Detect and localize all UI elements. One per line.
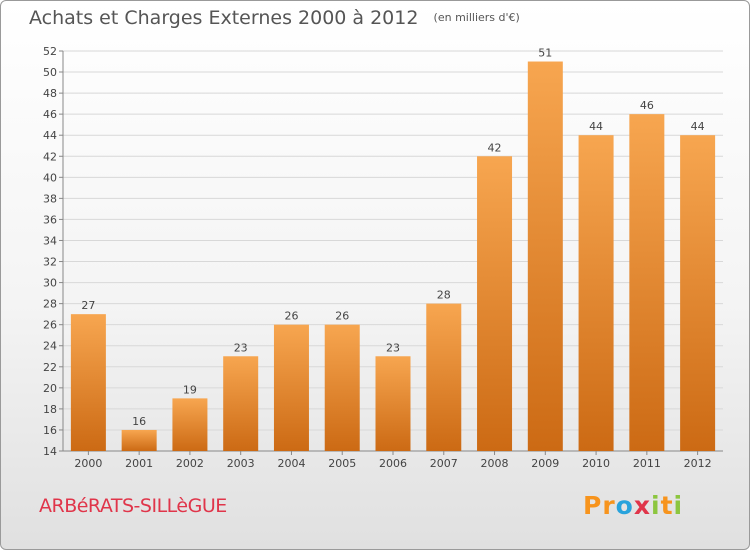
bar <box>426 303 462 451</box>
y-tick-label: 26 <box>43 319 57 332</box>
bar <box>578 135 614 452</box>
chart-title: Achats et Charges Externes 2000 à 2012 (… <box>29 7 520 29</box>
logo-letter: i <box>651 491 661 520</box>
y-tick-label: 38 <box>43 192 57 205</box>
x-tick-label: 2003 <box>227 457 255 470</box>
logo-letter: o <box>615 491 634 520</box>
logo-letter: i <box>673 491 684 520</box>
y-tick-label: 36 <box>43 213 57 226</box>
data-label: 26 <box>335 310 349 323</box>
data-label: 16 <box>132 415 146 428</box>
bar <box>121 429 157 451</box>
data-label: 26 <box>284 310 298 323</box>
y-tick-label: 52 <box>43 45 57 58</box>
y-tick-label: 42 <box>43 150 57 163</box>
x-tick-label: 2006 <box>379 457 407 470</box>
chart-title-main: Achats et Charges Externes 2000 à 2012 <box>29 7 419 29</box>
commune-name: ARBéRATS-SILLèGUE <box>39 495 227 517</box>
data-label: 44 <box>691 120 705 133</box>
bar <box>324 324 360 451</box>
y-tick-label: 50 <box>43 66 57 79</box>
x-tick-label: 2000 <box>74 457 102 470</box>
bar <box>375 356 411 451</box>
x-tick-label: 2008 <box>481 457 509 470</box>
data-label: 27 <box>81 299 95 312</box>
logo-letter: t <box>660 491 674 520</box>
x-tick-label: 2012 <box>684 457 712 470</box>
data-label: 28 <box>437 289 451 302</box>
bar <box>172 398 208 451</box>
x-tick-label: 2011 <box>633 457 661 470</box>
y-tick-label: 24 <box>43 340 57 353</box>
x-tick-label: 2002 <box>176 457 204 470</box>
data-label: 44 <box>589 120 603 133</box>
data-label: 23 <box>234 341 248 354</box>
y-tick-label: 48 <box>43 87 57 100</box>
y-tick-label: 22 <box>43 361 57 374</box>
data-label: 19 <box>183 383 197 396</box>
x-tick-label: 2004 <box>277 457 305 470</box>
x-tick-label: 2005 <box>328 457 356 470</box>
logo-letter: P <box>583 491 603 520</box>
y-tick-label: 34 <box>43 234 57 247</box>
data-label: 42 <box>488 141 502 154</box>
y-tick-label: 32 <box>43 256 57 269</box>
proxiti-logo: Proxiti <box>583 491 683 520</box>
y-tick-label: 16 <box>43 424 57 437</box>
bar <box>477 156 513 451</box>
bar <box>629 114 665 451</box>
y-tick-label: 46 <box>43 108 57 121</box>
y-tick-label: 44 <box>43 129 57 142</box>
bar <box>680 135 716 452</box>
logo-letter: r <box>602 491 616 520</box>
bar <box>527 61 563 452</box>
bar <box>70 314 106 451</box>
y-tick-label: 30 <box>43 277 57 290</box>
y-tick-label: 18 <box>43 403 57 416</box>
data-label: 23 <box>386 341 400 354</box>
chart-title-unit: (en milliers d'€) <box>433 11 520 24</box>
y-tick-label: 14 <box>43 445 57 458</box>
data-label: 51 <box>538 47 552 60</box>
bar <box>223 356 259 451</box>
y-tick-label: 20 <box>43 382 57 395</box>
x-tick-label: 2001 <box>125 457 153 470</box>
x-tick-label: 2010 <box>582 457 610 470</box>
logo-letter: x <box>633 491 651 520</box>
x-tick-label: 2007 <box>430 457 458 470</box>
data-label: 46 <box>640 99 654 112</box>
bar <box>273 324 309 451</box>
x-tick-label: 2009 <box>531 457 559 470</box>
y-tick-label: 28 <box>43 298 57 311</box>
y-tick-label: 40 <box>43 171 57 184</box>
